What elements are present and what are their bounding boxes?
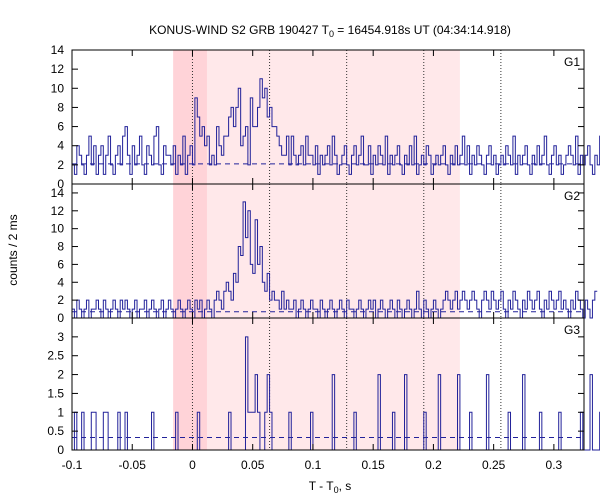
g3-shaded-region-light [173, 318, 460, 450]
g1-panel-label: G1 [564, 55, 580, 69]
g3-y-tick-label: 3 [57, 330, 64, 344]
g1-y-tick-label: 4 [57, 139, 64, 153]
g2-y-tick-label: 10 [51, 222, 65, 236]
x-tick-label: -0.05 [119, 458, 147, 472]
g2-y-tick-label: 4 [57, 275, 64, 289]
g1-shaded-region-dark [173, 50, 207, 184]
g2-y-tick-label: 8 [57, 240, 64, 254]
g2-y-tick-label: 0 [57, 311, 64, 325]
x-axis-label-subscript: 0 [334, 485, 339, 495]
g1-y-tick-label: 2 [57, 158, 64, 172]
g2-y-tick-label: 2 [57, 293, 64, 307]
x-tick-label: 0 [189, 458, 196, 472]
x-tick-label: 0.05 [241, 458, 265, 472]
g2-shaded-region-dark [173, 184, 207, 318]
g2-panel-label: G2 [564, 189, 580, 203]
x-tick-label: 0.15 [361, 458, 385, 472]
g3-y-tick-label: 0.5 [47, 424, 64, 438]
x-axis-label: T - T0, s [309, 479, 352, 495]
g3-shaded-region-dark [173, 318, 207, 450]
g3-frame [71, 317, 585, 451]
g3-y-tick-label: 1.5 [47, 386, 64, 400]
g1-y-tick-label: 10 [51, 81, 65, 95]
plot-area: 0 2 4 6 8 10 12 14 G1 0 2 4 6 8 10 12 14 G2 0 0.5 1 1.5 2 2.5 3 G… [47, 43, 600, 472]
x-tick-label: 0.1 [305, 458, 322, 472]
g3-y-tick-label: 1 [57, 405, 64, 419]
y-axis-label: counts / 2 ms [6, 214, 20, 285]
g2-light-curve [72, 201, 598, 319]
x-tick-label: -0.1 [62, 458, 83, 472]
g1-y-tick-label: 6 [57, 120, 64, 134]
g3-y-tick-label: 2 [57, 368, 64, 382]
g2-shaded-region-light [173, 184, 460, 318]
g1-light-curve [72, 78, 600, 175]
x-tick-label: 0.3 [546, 458, 563, 472]
g1-y-tick-label: 8 [57, 100, 64, 114]
x-tick-label: 0.2 [425, 458, 442, 472]
chart-title: KONUS-WIND S2 GRB 190427 T0 = 16454.918s… [149, 23, 511, 39]
chart-title-subscript: 0 [329, 29, 334, 39]
g1-y-tick-label: 14 [51, 43, 65, 57]
x-tick-label: 0.25 [482, 458, 506, 472]
g1-y-tick-label: 0 [57, 177, 64, 191]
g2-y-tick-label: 12 [51, 204, 65, 218]
g2-y-tick-label: 14 [51, 186, 65, 200]
g3-y-tick-label: 2.5 [47, 349, 64, 363]
g1-y-tick-label: 12 [51, 62, 65, 76]
g2-y-tick-label: 6 [57, 257, 64, 271]
g3-y-tick-label: 0 [57, 443, 64, 457]
g3-panel-label: G3 [564, 323, 580, 337]
